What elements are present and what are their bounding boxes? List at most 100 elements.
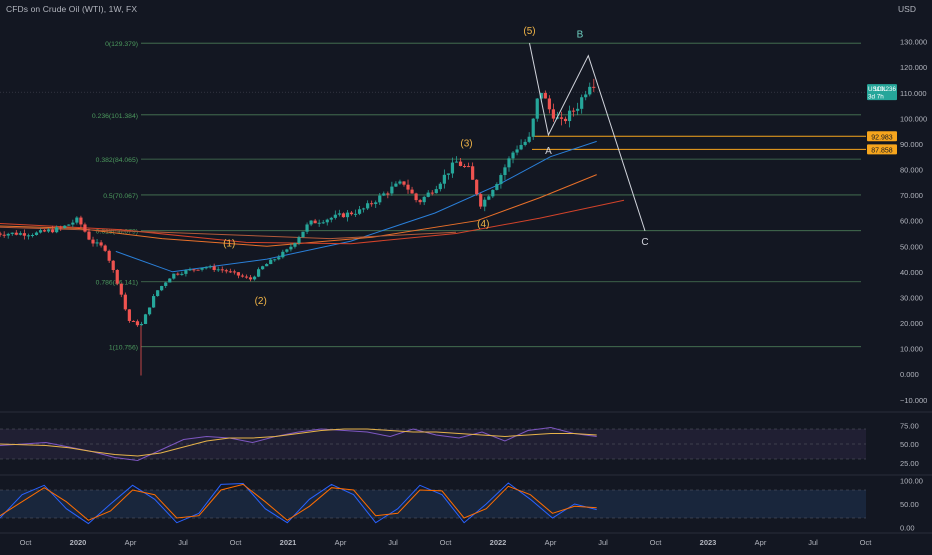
candle-body xyxy=(216,269,220,271)
candle-body xyxy=(297,237,301,244)
candle-body xyxy=(87,231,91,240)
candle-body xyxy=(580,97,584,109)
stoch-d-line xyxy=(0,483,597,521)
candle-body xyxy=(91,239,95,244)
candle-body xyxy=(55,227,59,233)
candle-body xyxy=(353,213,358,215)
wave-label: A xyxy=(545,146,552,157)
price-axis-tick: 120.000 xyxy=(900,63,927,72)
candle-body xyxy=(75,217,79,223)
candle-body xyxy=(139,323,144,326)
candle-body xyxy=(18,233,22,235)
rsi-axis-tick: 50.00 xyxy=(900,440,919,449)
candle-body xyxy=(430,192,434,194)
candle-body xyxy=(313,220,317,224)
time-axis-label: Jul xyxy=(598,538,608,547)
candle-body xyxy=(410,189,414,194)
candle-body xyxy=(248,277,253,280)
candle-body xyxy=(450,162,455,174)
abc-projection-line xyxy=(529,42,646,232)
price-axis-tick: 20.000 xyxy=(900,319,923,328)
candle-body xyxy=(467,166,471,168)
candle-body xyxy=(503,167,507,176)
stoch-axis-tick: 0.00 xyxy=(900,523,915,532)
candle-body xyxy=(458,161,463,166)
candle-body xyxy=(539,92,543,99)
candle-body xyxy=(366,203,370,209)
candle-body xyxy=(63,225,67,228)
candle-body xyxy=(378,195,382,203)
candle-body xyxy=(479,194,483,207)
candle-body xyxy=(471,166,475,180)
price-axis-tick: 80.000 xyxy=(900,166,923,175)
candle-body xyxy=(499,175,503,185)
last-price-countdown: 3d 7h xyxy=(868,94,884,101)
candle-body xyxy=(265,264,269,267)
candle-body xyxy=(273,259,277,261)
candle-body xyxy=(483,199,487,207)
candle-body xyxy=(220,269,224,271)
candle-body xyxy=(152,296,156,308)
candle-body xyxy=(212,266,216,270)
candle-body xyxy=(30,234,35,236)
candle-body xyxy=(6,233,10,236)
wave-label: B xyxy=(577,30,584,41)
price-axis-tick: 100.000 xyxy=(900,114,927,123)
candle-body xyxy=(269,259,273,265)
rsi-line xyxy=(0,426,597,462)
candle-body xyxy=(103,245,107,251)
candle-body xyxy=(345,212,350,218)
candle-body xyxy=(228,271,232,273)
time-axis-label: Apr xyxy=(545,538,557,547)
candle-body xyxy=(119,283,123,295)
fib-level-label: 0(129.379) xyxy=(105,41,138,48)
candle-body xyxy=(454,161,459,163)
candle-body xyxy=(115,270,119,284)
candle-body xyxy=(143,314,148,324)
candle-body xyxy=(156,290,160,297)
candle-body xyxy=(240,275,245,277)
candle-body xyxy=(567,110,572,122)
candle-body xyxy=(515,149,519,153)
candle-body xyxy=(180,273,184,275)
candle-body xyxy=(438,183,442,190)
time-axis-label: 2022 xyxy=(490,538,507,547)
price-axis-tick: 0.000 xyxy=(900,370,919,379)
stoch-k-line xyxy=(0,482,597,525)
candle-body xyxy=(572,110,576,112)
candle-body xyxy=(168,278,172,283)
candle-body xyxy=(38,230,43,233)
candle-body xyxy=(47,229,51,232)
time-axis-label: Apr xyxy=(125,538,137,547)
candle-body xyxy=(281,251,285,258)
candle-body xyxy=(337,213,341,215)
price-axis-tick: 40.000 xyxy=(900,268,923,277)
candle-body xyxy=(111,260,115,271)
candle-body xyxy=(232,271,236,273)
candle-body xyxy=(511,152,515,159)
candle-body xyxy=(357,209,362,214)
candle-body xyxy=(204,267,208,269)
candle-body xyxy=(535,98,539,119)
candle-body xyxy=(406,184,410,190)
candle-body xyxy=(547,98,551,110)
candle-body xyxy=(588,86,592,95)
candle-body xyxy=(22,233,26,236)
wave-label: (2) xyxy=(255,296,267,307)
level-badge xyxy=(867,131,897,142)
candle-body xyxy=(418,200,422,203)
candle-body xyxy=(2,234,6,236)
candle-body xyxy=(164,282,168,286)
level-label: 87.858 xyxy=(871,147,893,154)
time-axis-label: 2021 xyxy=(280,538,297,547)
candle-body xyxy=(446,173,451,175)
candle-body xyxy=(362,208,366,210)
candle-body xyxy=(475,179,479,195)
price-axis-tick: 10.000 xyxy=(900,345,923,354)
time-axis-label: Jul xyxy=(388,538,398,547)
fib-level-label: 0.618(56.079) xyxy=(96,229,138,236)
fib-level-label: 1(10.756) xyxy=(109,345,138,352)
candle-body xyxy=(317,222,321,224)
